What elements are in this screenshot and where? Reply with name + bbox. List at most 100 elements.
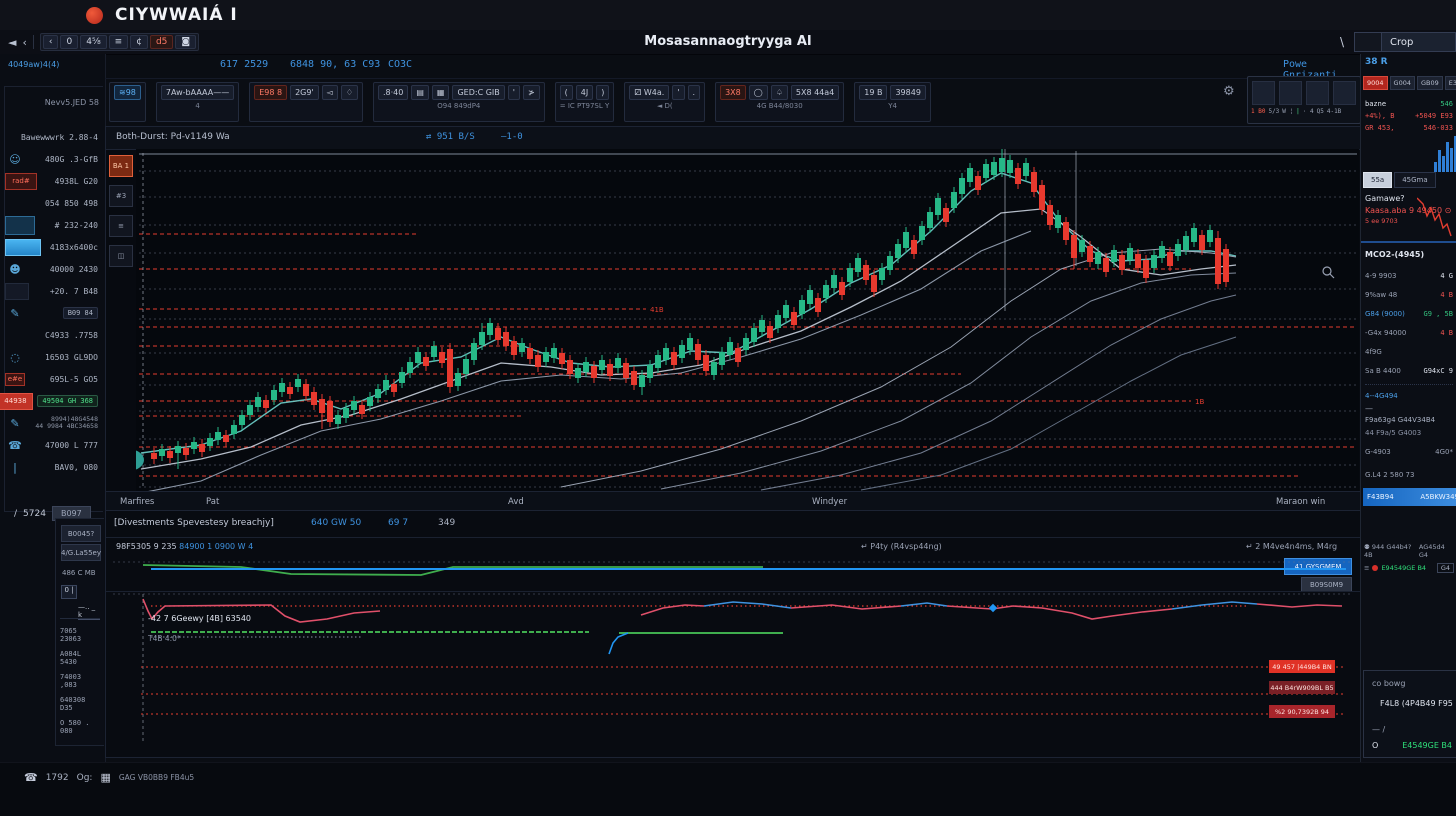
stats-row-5: Sa B 4400G94xC 9 [1365, 361, 1453, 380]
forward-icon[interactable]: ‹ [22, 36, 26, 49]
market-watch-row-13[interactable]: ✎8994)48G454844 9984 4BC34658 [5, 412, 102, 434]
menu-button-1[interactable]: 0 [60, 35, 78, 49]
right-panel-tabs: 55a45Gma [1363, 172, 1436, 188]
chart-style-thumb-3[interactable] [1333, 81, 1356, 105]
trade-action-bar[interactable]: F43B94 A5BKW349 [1363, 488, 1456, 506]
chart-tool-0[interactable]: BA 1 [109, 155, 133, 177]
toolbar-button-3-2[interactable]: ▦ [432, 85, 450, 100]
toolbar-button-4-0[interactable]: ( [560, 85, 573, 100]
market-watch-row-8[interactable]: ✎B09 84 [5, 302, 102, 324]
page-number: 5724 [23, 509, 46, 519]
toolbar-button-6-0[interactable]: 3X8 [720, 85, 746, 100]
toolbar-button-4-2[interactable]: ) [596, 85, 609, 100]
row-value: 480G .3-GfB [45, 155, 98, 164]
toolbar-button-2-3[interactable]: ♢ [341, 85, 358, 100]
chart-style-thumb-0[interactable] [1252, 81, 1275, 105]
btn-red-icon[interactable]: 44938 [0, 393, 33, 410]
market-watch-row-1[interactable]: ☺480G .3-GfB [5, 148, 102, 170]
back-icon[interactable]: ◄ [8, 36, 16, 49]
menu-button-4[interactable]: ¢ [130, 35, 148, 49]
toolbar-button-3-0[interactable]: .8·40 [378, 85, 408, 100]
notes-line-3: O [1372, 741, 1378, 750]
toolbar-button-2-1[interactable]: 2G9' [290, 85, 319, 100]
toolbar-button-2-0[interactable]: E98 8 [254, 85, 287, 100]
market-watch-row-4[interactable]: # 232-240 [5, 214, 102, 236]
slash-icon[interactable]: \ [1340, 35, 1344, 49]
toolbar-button-3-4[interactable]: ' [508, 85, 520, 100]
gear-icon[interactable]: ⚙ [1223, 84, 1235, 99]
market-watch-row-6[interactable]: ☻40000 2430 [5, 258, 102, 280]
panel-value-0: 7065 23063 [60, 623, 102, 646]
menu-button-0[interactable]: ‹ [43, 35, 59, 49]
toolbar-button-0-0[interactable]: ≋98 [114, 85, 141, 100]
phone-icon[interactable]: ☎ [24, 771, 38, 784]
market-watch-row-14[interactable]: ☎47000 L 777 [5, 434, 102, 456]
stats-value: 4 G [1440, 272, 1453, 280]
toolbar-button-3-5[interactable]: ≯ [523, 85, 540, 100]
chart-style-thumb-1[interactable] [1279, 81, 1302, 105]
menu-button-5[interactable]: d5 [150, 35, 173, 49]
toolbar-button-2-2[interactable]: ◅ [322, 85, 338, 100]
search-segment[interactable] [1355, 33, 1382, 51]
sell-button[interactable]: 9004 [1363, 76, 1388, 90]
market-watch-row-7[interactable]: +20. 7 B48 [5, 280, 102, 302]
order-button-3[interactable]: E30S [1445, 76, 1456, 90]
panel-checkbox[interactable]: 0 | [61, 585, 77, 599]
trade-bar-left[interactable]: F43B94 [1367, 493, 1394, 501]
chart-tool-2[interactable]: ≡ [109, 215, 133, 237]
toolbar-button-6-2[interactable]: ♤ [771, 85, 788, 100]
search-input[interactable]: Crop [1382, 37, 1413, 48]
chart-rate-label: ⇄ 951 B/S [426, 132, 475, 142]
right-tab-1[interactable]: 45Gma [1394, 172, 1435, 188]
panel-button-2[interactable]: 4/G.La55ey [61, 544, 101, 561]
chart-tool-1[interactable]: #3 [109, 185, 133, 207]
toolbar-button-4-1[interactable]: 4J [576, 85, 593, 100]
panel-button-1[interactable]: B0045? [61, 525, 101, 542]
mini-label-4: · 4 [1303, 108, 1314, 115]
search-box[interactable]: Crop [1354, 32, 1456, 52]
order-button-1[interactable]: G004 [1390, 76, 1415, 90]
toolbar-button-5-0[interactable]: ⚂ W4a. [629, 85, 669, 100]
menu-button-6[interactable]: ◙ [175, 35, 196, 49]
candlestick-chart[interactable]: 41B1B [136, 149, 1359, 491]
toolbar-button-3-3[interactable]: GED:C GIB [452, 85, 504, 100]
sidebar-account-label: 4049aw)4(4) [8, 60, 59, 69]
right-tab-0[interactable]: 55a [1363, 172, 1392, 188]
app-title: CIYWWAIÁ I [115, 5, 238, 25]
menu-button-3[interactable]: ≡ [109, 35, 129, 49]
market-watch-row-12[interactable]: 4493849504 GH 368 [5, 390, 102, 412]
market-watch-row-2[interactable]: rad#4938L G20 [5, 170, 102, 192]
toolbar-button-7-0[interactable]: 19 B [859, 85, 887, 100]
market-watch-row-10[interactable]: ◌16503 GL9DO [5, 346, 102, 368]
stats-link[interactable]: 4--4G494 [1365, 392, 1398, 400]
chart-style-thumb-2[interactable] [1306, 81, 1329, 105]
market-watch-row-11[interactable]: e#e695L-5 GO5 [5, 368, 102, 390]
trade-bar-right[interactable]: A5BKW349 [1420, 493, 1456, 501]
market-watch-row-5[interactable]: 4183x6400c [5, 236, 102, 258]
pane-b-plot [106, 592, 1361, 758]
market-watch-row-3[interactable]: 054 850 498 [5, 192, 102, 214]
menu-button-2[interactable]: 4⅝ [80, 35, 106, 49]
mini-label-6: 4-1B [1327, 108, 1341, 115]
market-watch-row-0[interactable]: Bawewwwrk 2.88-4 [5, 126, 102, 148]
market-watch-row-15[interactable]: |BAV0, 080 [5, 456, 102, 478]
stats-key: 4-9 9903 [1365, 272, 1396, 280]
toolbar-button-5-1[interactable]: ' [672, 85, 684, 100]
market-watch-row-9[interactable]: C4933 .7758 [5, 324, 102, 346]
toolbar-group-label: ◄ D( [657, 102, 673, 110]
toolbar-button-3-1[interactable]: ▤ [411, 85, 429, 100]
hamburger-icon[interactable]: ≡ [1364, 564, 1369, 572]
calculator-icon[interactable]: ▦ [100, 771, 110, 784]
toolbar-button-7-1[interactable]: 39849 [890, 85, 925, 100]
toolbar-button-6-3[interactable]: 5X8 44a4 [791, 85, 839, 100]
toolbar-button-5-2[interactable]: . [688, 85, 701, 100]
notes-line-2: — / [1372, 725, 1385, 734]
order-button-row: 9004G004GB09E30SS3 [1363, 76, 1456, 90]
indicator-link-2[interactable]: 69 7 [388, 518, 408, 528]
toolbar-button-6-1[interactable]: ◯ [749, 85, 768, 100]
indicator-link-1[interactable]: 640 GW 50 [311, 518, 361, 528]
toolbar-button-1-0[interactable]: 7Aw-bAAAA—— [161, 85, 234, 100]
footer-box[interactable]: G4 [1437, 563, 1454, 573]
chart-tool-3[interactable]: ◫ [109, 245, 133, 267]
order-button-2[interactable]: GB09 [1417, 76, 1443, 90]
